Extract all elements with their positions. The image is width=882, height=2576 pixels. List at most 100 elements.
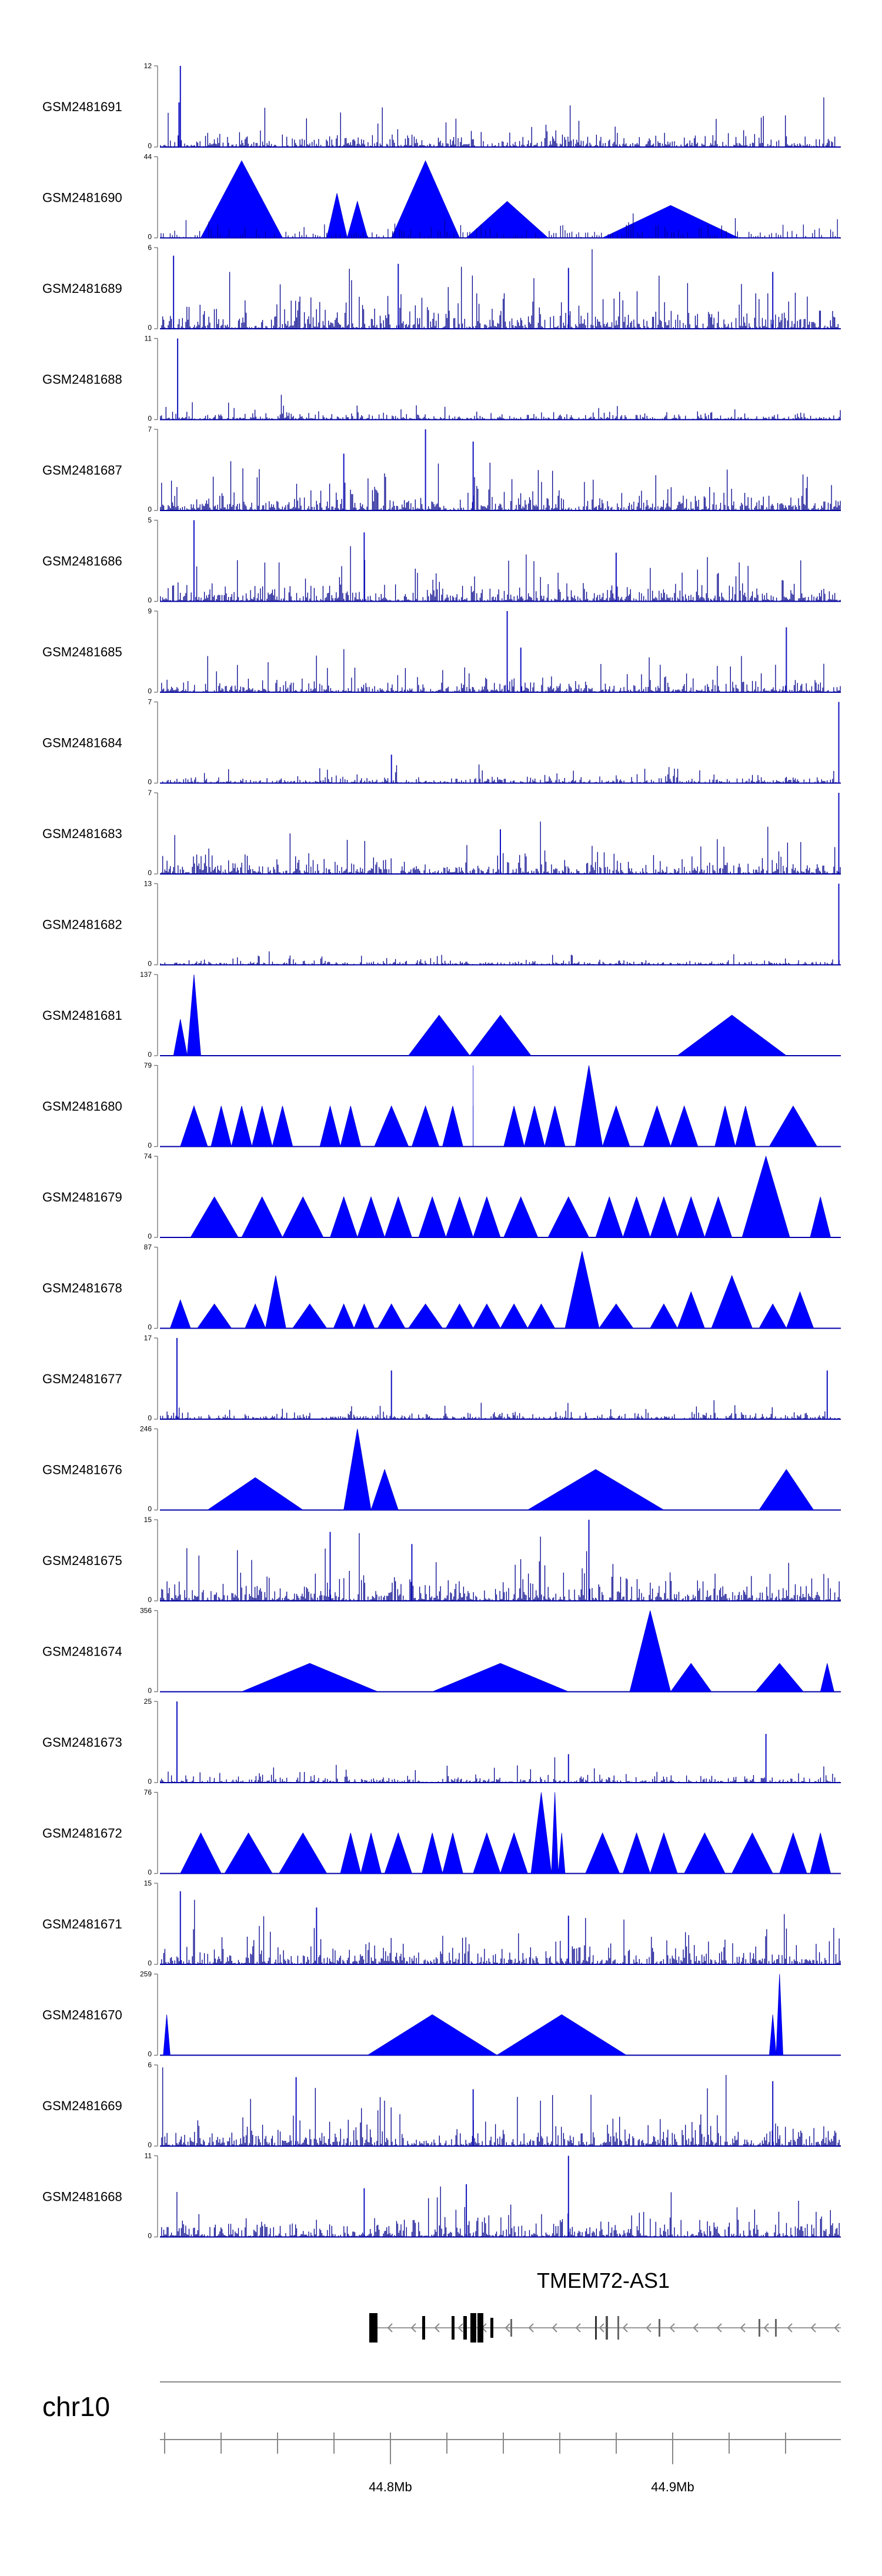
signal-peak — [180, 1832, 222, 1874]
signal-peak — [769, 2014, 777, 2056]
signal-bars — [160, 764, 841, 783]
signal-peak — [333, 1303, 355, 1329]
y-min-label: 0 — [148, 1596, 152, 1604]
track-label: GSM2481669 — [42, 2098, 122, 2113]
signal-peak — [544, 1106, 566, 1147]
gene-exon — [463, 2316, 467, 2340]
signal-peak — [241, 1196, 283, 1238]
y-max-label: 15 — [144, 1879, 152, 1887]
signal-peak — [163, 2014, 171, 2056]
track-GSM2481673: GSM2481673 25 0 — [42, 1697, 841, 1786]
y-max-label: 7 — [148, 789, 152, 797]
track-label: GSM2481680 — [42, 1099, 122, 1114]
gene-exon — [490, 2318, 493, 2338]
strand-arrow — [457, 2323, 463, 2333]
signal-peak — [411, 1105, 440, 1147]
signal-peak — [391, 160, 460, 238]
signal-peak — [704, 1196, 733, 1238]
signal-peak — [374, 1105, 409, 1147]
signal-peak — [731, 1832, 773, 1874]
y-min-label: 0 — [148, 415, 152, 423]
gene-exon — [422, 2316, 425, 2340]
signal-peak — [278, 1832, 328, 1874]
signal-peak — [169, 1299, 191, 1329]
track-GSM2481679: GSM2481679 74 0 — [42, 1152, 841, 1240]
signal-peak — [650, 1303, 678, 1329]
signal-peak — [779, 1832, 807, 1874]
track-label: GSM2481675 — [42, 1553, 122, 1568]
y-min-label: 0 — [148, 869, 152, 877]
signal-peak — [650, 1196, 678, 1238]
signal-peak — [186, 974, 201, 1056]
strand-arrow — [669, 2323, 675, 2333]
signal-peak — [650, 1832, 678, 1874]
signal-bars — [161, 213, 840, 238]
y-min-label: 0 — [148, 1323, 152, 1332]
y-max-label: 9 — [148, 607, 152, 615]
strand-arrow — [387, 2323, 393, 2333]
y-min-label: 0 — [148, 2050, 152, 2058]
signal-peak — [741, 1155, 790, 1238]
signal-bars — [160, 249, 841, 329]
signal-bars — [160, 461, 841, 510]
track-GSM2481680: GSM2481680 79 0 — [42, 1062, 841, 1150]
signal-bars — [160, 2186, 841, 2237]
track-GSM2481691: GSM2481691 12 0 — [42, 62, 841, 150]
signal-peak — [469, 1015, 532, 1056]
signal-peak — [670, 1105, 699, 1147]
track-GSM2481672: GSM2481672 76 0 — [42, 1788, 841, 1877]
signal-peak — [442, 1106, 463, 1147]
signal-peak — [734, 1106, 756, 1147]
gene-exon — [369, 2313, 377, 2343]
signal-peak — [366, 2014, 498, 2056]
track-label: GSM2481686 — [42, 554, 122, 569]
y-max-label: 356 — [140, 1607, 152, 1615]
signal-peak — [357, 1196, 385, 1238]
signal-peak — [759, 1469, 814, 1510]
signal-peak — [684, 1832, 726, 1874]
y-max-label: 74 — [144, 1152, 152, 1160]
signal-peak — [343, 1429, 372, 1510]
signal-peak — [224, 1832, 273, 1874]
signal-peak — [500, 1832, 528, 1874]
y-max-label: 246 — [140, 1425, 152, 1433]
signal-peak — [595, 1196, 623, 1238]
track-label: GSM2481684 — [42, 736, 122, 750]
signal-bars — [160, 395, 841, 420]
signal-peak — [503, 1196, 539, 1238]
y-min-label: 0 — [148, 2141, 152, 2149]
signal-bars — [160, 951, 841, 965]
strand-arrow — [505, 2323, 510, 2333]
y-min-label: 0 — [148, 960, 152, 968]
gene-exon — [617, 2316, 619, 2340]
signal-peak — [340, 1106, 362, 1147]
tracks-layer: GSM2481691120GSM2481690440GSM248168960GS… — [42, 62, 841, 2240]
track-GSM2481684: GSM2481684 7 0 — [42, 698, 841, 786]
signal-peak — [496, 2014, 627, 2056]
y-max-label: 17 — [144, 1334, 152, 1342]
track-GSM2481690: GSM2481690 44 0 — [42, 153, 841, 241]
signal-peak — [231, 1106, 252, 1147]
signal-peak — [466, 201, 549, 238]
y-max-label: 13 — [144, 880, 152, 888]
y-min-label: 0 — [148, 687, 152, 695]
track-label: GSM2481677 — [42, 1372, 122, 1386]
signal-peak — [670, 1663, 712, 1692]
y-min-label: 0 — [148, 1142, 152, 1150]
signal-peak — [755, 1663, 804, 1692]
signal-peak — [527, 1303, 556, 1329]
gene-exon — [470, 2313, 476, 2343]
signal-peak — [524, 1106, 545, 1147]
signal-bars — [160, 546, 841, 602]
signal-peak — [407, 1303, 443, 1329]
y-max-label: 44 — [144, 153, 152, 161]
strand-arrow — [622, 2323, 628, 2333]
track-label: GSM2481689 — [42, 281, 122, 296]
signal-peak — [759, 1303, 787, 1329]
gene-exon — [477, 2313, 483, 2343]
signal-peak — [445, 1196, 474, 1238]
y-max-label: 6 — [148, 243, 152, 252]
track-GSM2481671: GSM2481671 15 0 — [42, 1879, 841, 1967]
signal-peak — [340, 1833, 362, 1874]
track-GSM2481669: GSM2481669 6 0 — [42, 2061, 841, 2149]
